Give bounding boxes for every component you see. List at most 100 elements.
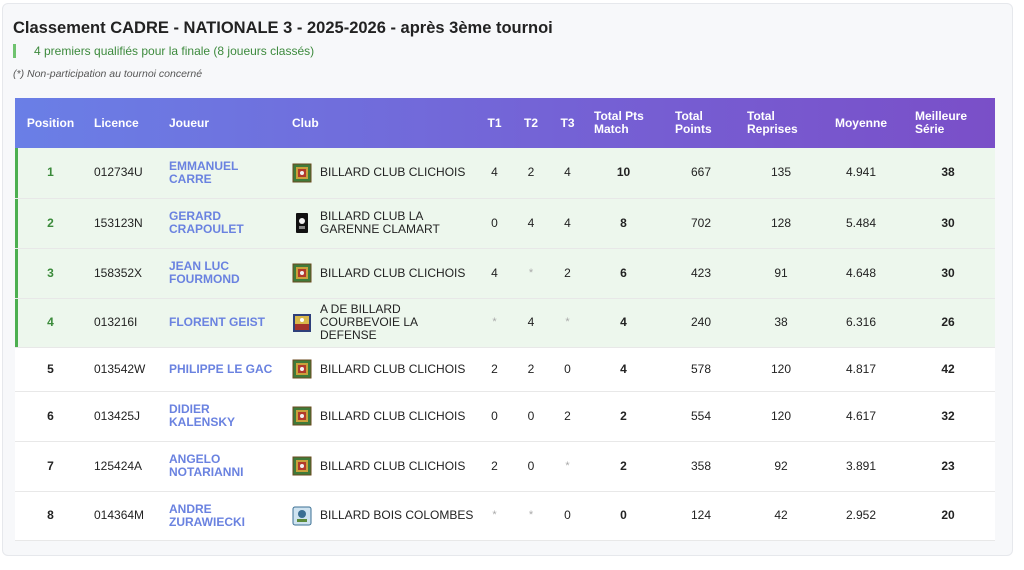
t3-cell: 0 bbox=[564, 361, 571, 376]
club-logo-icon bbox=[292, 163, 312, 183]
header-total-pts-match[interactable]: Total Pts Match bbox=[586, 98, 661, 148]
meilleure-serie-cell: 42 bbox=[941, 361, 955, 376]
moyenne-cell: 3.891 bbox=[845, 458, 877, 473]
club-name-line1: BILLARD CLUB LA bbox=[320, 209, 424, 223]
position-cell: 1 bbox=[15, 148, 86, 198]
header-total-points-line1: Total bbox=[675, 109, 703, 123]
player-name-line1: PHILIPPE LE GAC bbox=[169, 361, 273, 376]
t1-cell: * bbox=[492, 316, 497, 328]
header-total-pts-match-line1: Total Pts bbox=[594, 109, 644, 123]
t2-cell: 0 bbox=[527, 458, 535, 473]
t3-cell: * bbox=[565, 316, 570, 328]
header-t2[interactable]: T2 bbox=[523, 115, 538, 130]
player-name-link[interactable]: JEAN LUC FOURMOND bbox=[161, 248, 284, 298]
club-cell: A DE BILLARD COURBEVOIE LA DEFENSE bbox=[284, 298, 476, 347]
club-logo-icon bbox=[292, 406, 312, 426]
total-reprises-cell: 42 bbox=[774, 508, 788, 522]
club-cell: BILLARD CLUB CLICHOIS bbox=[284, 391, 476, 441]
player-name-link[interactable]: DIDIER KALENSKY bbox=[161, 391, 284, 441]
position-cell: 5 bbox=[47, 361, 54, 376]
player-name-line2: CARRE bbox=[169, 171, 212, 186]
moyenne-cell: 4.617 bbox=[845, 408, 877, 423]
moyenne-cell: 6.316 bbox=[845, 315, 877, 329]
player-name-link[interactable]: ANGELO NOTARIANNI bbox=[161, 441, 284, 491]
licence-cell: 014364M bbox=[94, 508, 145, 522]
club-cell: BILLARD CLUB LA GARENNE CLAMART bbox=[284, 198, 476, 248]
player-name-line1: DIDIER bbox=[169, 402, 210, 416]
t2-cell: 4 bbox=[527, 315, 535, 329]
total-reprises-cell: 128 bbox=[770, 215, 792, 230]
header-total-points-line2: Points bbox=[675, 122, 712, 136]
position-cell: 8 bbox=[47, 508, 54, 522]
meilleure-serie-cell: 30 bbox=[941, 265, 955, 280]
t3-cell: * bbox=[565, 459, 570, 472]
table-row: 3 158352X JEAN LUC FOURMOND BILLARD CLUB CLI… bbox=[15, 248, 995, 298]
t1-cell: 4 bbox=[491, 265, 498, 280]
total-pts-match-cell: 4 bbox=[620, 361, 627, 376]
header-position[interactable]: Position bbox=[26, 115, 75, 130]
total-points-cell: 702 bbox=[690, 215, 712, 230]
club-cell: BILLARD CLUB CLICHOIS bbox=[284, 148, 476, 198]
player-name-link[interactable]: EMMANUEL CARRE bbox=[161, 148, 284, 198]
club-name-line1: BILLARD CLUB CLICHOIS bbox=[320, 265, 466, 280]
qualification-note: 4 premiers qualifiés pour la finale (8 j… bbox=[13, 44, 314, 58]
header-meilleure-serie-line1: Meilleure bbox=[915, 109, 968, 123]
header-total-reprises-line1: Total bbox=[747, 109, 775, 123]
player-name-line1: EMMANUEL bbox=[169, 158, 239, 173]
t1-cell: 0 bbox=[491, 215, 498, 230]
total-pts-match-cell: 10 bbox=[616, 165, 631, 180]
player-name-link[interactable]: ANDRE ZURAWIECKI bbox=[161, 491, 284, 540]
club-logo-icon bbox=[292, 506, 312, 526]
total-reprises-cell: 120 bbox=[770, 408, 792, 423]
header-total-pts-match-line2: Match bbox=[594, 122, 629, 136]
header-meilleure-serie[interactable]: Meilleure Série bbox=[901, 98, 995, 148]
moyenne-cell: 2.952 bbox=[845, 508, 877, 522]
header-moyenne[interactable]: Moyenne bbox=[834, 115, 887, 130]
total-reprises-cell: 92 bbox=[774, 458, 788, 473]
club-logo-icon bbox=[292, 456, 312, 476]
player-name-line2: NOTARIANNI bbox=[169, 465, 244, 479]
t2-cell: 2 bbox=[527, 361, 535, 376]
licence-cell: 013542W bbox=[94, 361, 146, 376]
t3-cell: 2 bbox=[564, 265, 571, 280]
page-title: Classement CADRE - NATIONALE 3 - 2025-20… bbox=[13, 19, 553, 37]
header-total-points[interactable]: Total Points bbox=[661, 98, 741, 148]
total-points-cell: 423 bbox=[690, 265, 712, 280]
player-name-line1: GERARD bbox=[169, 209, 222, 223]
header-t1[interactable]: T1 bbox=[487, 115, 502, 130]
total-pts-match-cell: 0 bbox=[620, 508, 627, 522]
header-club[interactable]: Club bbox=[292, 115, 319, 130]
player-name-line2: CRAPOULET bbox=[169, 222, 244, 236]
player-name-link[interactable]: GERARD CRAPOULET bbox=[161, 198, 284, 248]
meilleure-serie-cell: 38 bbox=[941, 165, 955, 180]
table-row: 4 013216I FLORENT GEIST A DE BILLARD COURBEV… bbox=[15, 298, 995, 347]
club-name-line1: BILLARD CLUB CLICHOIS bbox=[320, 408, 466, 423]
position-cell: 7 bbox=[47, 458, 54, 473]
player-name-link[interactable]: PHILIPPE LE GAC bbox=[161, 347, 284, 391]
total-reprises-cell: 38 bbox=[774, 315, 788, 329]
position-cell: 2 bbox=[15, 198, 86, 248]
total-reprises-cell: 120 bbox=[770, 361, 792, 376]
header-total-reprises[interactable]: Total Reprises bbox=[741, 98, 821, 148]
total-points-cell: 124 bbox=[690, 508, 712, 522]
moyenne-cell: 4.817 bbox=[845, 361, 877, 376]
player-name-link[interactable]: FLORENT GEIST bbox=[161, 298, 284, 347]
total-pts-match-cell: 8 bbox=[620, 215, 627, 230]
header-t3[interactable]: T3 bbox=[560, 115, 575, 130]
club-name-line1: BILLARD BOIS COLOMBES bbox=[320, 508, 474, 522]
header-licence[interactable]: Licence bbox=[94, 115, 139, 130]
moyenne-cell: 4.648 bbox=[845, 265, 877, 280]
licence-cell: 013216I bbox=[94, 315, 138, 329]
player-name-line1: ANDRE bbox=[169, 501, 212, 516]
t1-cell: 4 bbox=[491, 165, 498, 180]
club-logo-icon bbox=[292, 359, 312, 379]
t1-cell: 0 bbox=[491, 408, 498, 423]
header-meilleure-serie-line2: Série bbox=[915, 122, 945, 136]
total-pts-match-cell: 2 bbox=[620, 408, 627, 423]
ranking-table: Position Licence Joueur Club T1 T2 T3 To… bbox=[15, 98, 995, 541]
licence-cell: 158352X bbox=[94, 265, 143, 280]
header-joueur[interactable]: Joueur bbox=[169, 115, 210, 130]
meilleure-serie-cell: 26 bbox=[941, 315, 955, 329]
licence-cell: 153123N bbox=[94, 215, 143, 230]
total-pts-match-cell: 2 bbox=[620, 458, 627, 473]
